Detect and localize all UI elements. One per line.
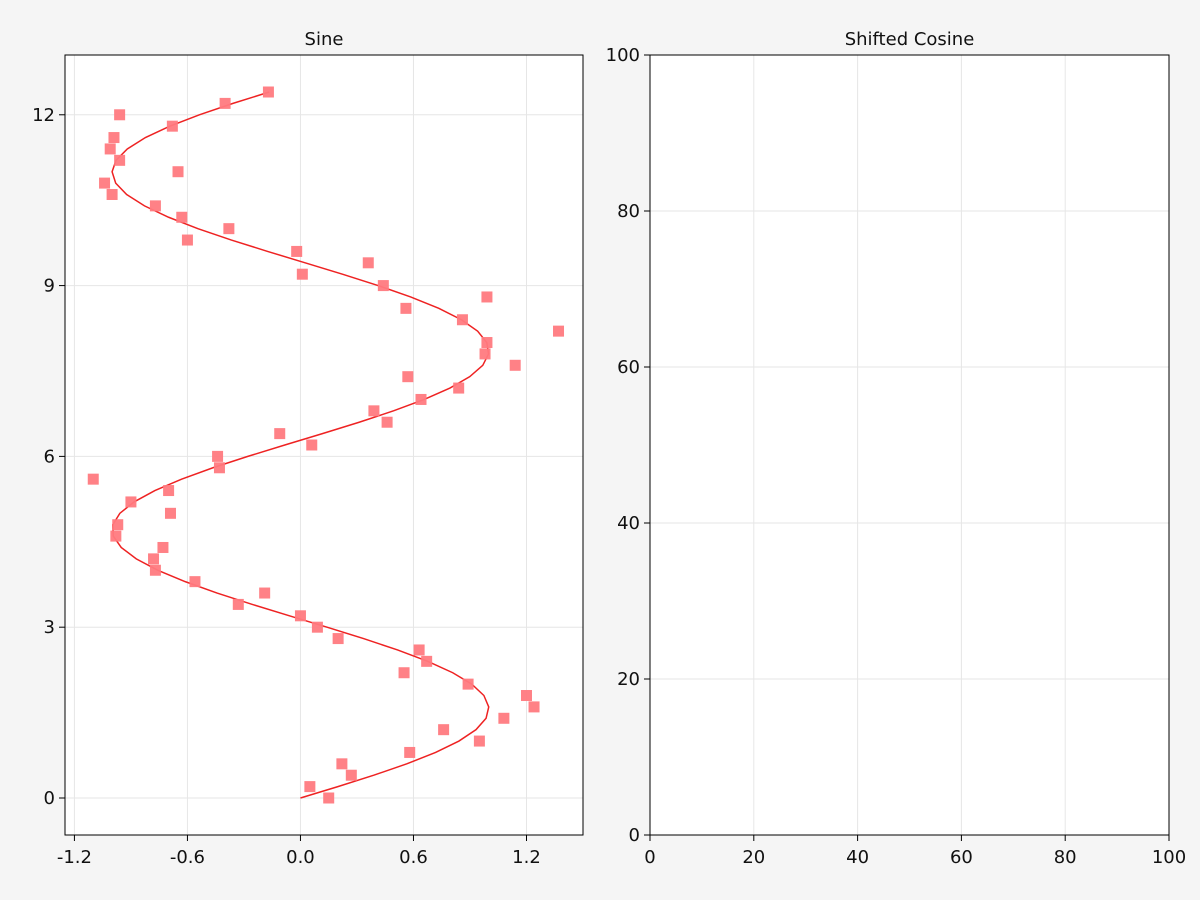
x-tick-label: 40 — [846, 847, 869, 868]
data-point-marker — [163, 485, 175, 497]
y-tick-label: 12 — [32, 105, 55, 126]
y-tick-label: 60 — [617, 357, 640, 378]
data-point-marker — [181, 234, 193, 246]
data-point-marker — [306, 439, 318, 451]
data-point-marker — [87, 473, 99, 485]
data-point-marker — [176, 211, 188, 223]
data-point-marker — [223, 223, 235, 235]
data-point-marker — [400, 302, 412, 314]
data-point-marker — [232, 598, 244, 610]
data-point-marker — [520, 690, 532, 702]
y-tick-label: 20 — [617, 669, 640, 690]
data-point-marker — [462, 678, 474, 690]
data-point-marker — [114, 109, 126, 121]
data-point-marker — [453, 382, 465, 394]
data-point-marker — [438, 724, 450, 736]
data-point-marker — [125, 496, 137, 508]
data-point-marker — [332, 633, 344, 645]
data-point-marker — [362, 257, 374, 269]
x-tick-label: 100 — [1152, 847, 1186, 868]
shifted-cosine-axes-frame — [649, 54, 1170, 836]
sine-axes-frame — [64, 54, 584, 836]
data-point-marker — [148, 553, 160, 565]
data-point-marker — [404, 746, 416, 758]
data-point-marker — [157, 541, 169, 553]
y-tick-label: 6 — [44, 446, 55, 467]
data-point-marker — [296, 268, 308, 280]
shifted-cosine-panel: 0 20 40 60 80 100 0 20 40 60 80 100 Shifted Cosine — [606, 29, 1187, 868]
data-point-marker — [274, 428, 286, 440]
x-tick-label: 0.0 — [286, 847, 315, 868]
data-point-marker — [498, 712, 510, 724]
data-point-marker — [110, 530, 122, 542]
data-point-marker — [456, 314, 468, 326]
x-tick-label: 80 — [1054, 847, 1077, 868]
sine-title: Sine — [305, 29, 344, 50]
data-point-marker — [421, 655, 433, 667]
x-tick-label: 60 — [950, 847, 973, 868]
data-point-marker — [112, 519, 124, 531]
data-point-marker — [189, 576, 201, 588]
shifted-cosine-ticks: 0 20 40 60 80 100 0 20 40 60 80 100 — [606, 45, 1187, 868]
sine-grid — [65, 55, 583, 835]
x-tick-label: 1.2 — [512, 847, 541, 868]
data-point-marker — [259, 587, 271, 599]
data-point-marker — [304, 781, 316, 793]
data-point-marker — [166, 120, 178, 132]
y-tick-label: 80 — [617, 201, 640, 222]
data-point-marker — [481, 291, 493, 303]
data-point-marker — [473, 735, 485, 747]
data-point-marker — [99, 177, 111, 189]
x-tick-label: 0 — [644, 847, 655, 868]
data-point-marker — [481, 337, 493, 349]
shifted-cosine-title: Shifted Cosine — [845, 29, 975, 50]
data-point-marker — [164, 507, 176, 519]
data-point-marker — [114, 154, 126, 166]
y-tick-label: 3 — [44, 617, 55, 638]
data-point-marker — [104, 143, 116, 155]
data-point-marker — [323, 792, 335, 804]
data-point-marker — [291, 245, 303, 257]
data-point-marker — [402, 371, 414, 383]
shifted-cosine-plot-area — [650, 55, 1169, 835]
x-tick-label: 0.6 — [399, 847, 428, 868]
data-point-marker — [172, 166, 184, 178]
y-tick-label: 40 — [617, 513, 640, 534]
data-point-marker — [377, 280, 389, 292]
data-point-marker — [528, 701, 540, 713]
y-tick-label: 9 — [44, 276, 55, 297]
data-point-marker — [212, 450, 224, 462]
data-point-marker — [219, 97, 231, 109]
y-tick-label: 0 — [44, 788, 55, 809]
y-tick-label: 100 — [606, 45, 640, 66]
data-point-marker — [149, 200, 161, 212]
x-tick-label: 20 — [742, 847, 765, 868]
data-point-marker — [479, 348, 491, 360]
data-point-marker — [413, 644, 425, 656]
data-point-marker — [262, 86, 274, 98]
y-tick-label: 0 — [629, 825, 640, 846]
data-point-marker — [106, 188, 118, 200]
x-tick-label: -0.6 — [170, 847, 205, 868]
x-tick-label: -1.2 — [57, 847, 92, 868]
sine-panel: -1.2 -0.6 0.0 0.6 1.2 0 3 6 9 12 Sine — [32, 29, 584, 868]
data-point-marker — [368, 405, 380, 417]
data-point-marker — [213, 462, 225, 474]
data-point-marker — [553, 325, 565, 337]
data-point-marker — [108, 132, 120, 144]
data-point-marker — [294, 610, 306, 622]
data-point-marker — [398, 667, 410, 679]
sine-series — [87, 86, 565, 804]
data-point-marker — [509, 359, 521, 371]
data-point-marker — [415, 393, 427, 405]
data-point-marker — [381, 416, 393, 428]
sine-plot-area — [65, 55, 583, 835]
data-point-marker — [345, 769, 357, 781]
data-point-marker — [311, 621, 323, 633]
sine-ticks: -1.2 -0.6 0.0 0.6 1.2 0 3 6 9 12 — [32, 105, 541, 868]
data-point-marker — [149, 564, 161, 576]
data-point-marker — [336, 758, 348, 770]
